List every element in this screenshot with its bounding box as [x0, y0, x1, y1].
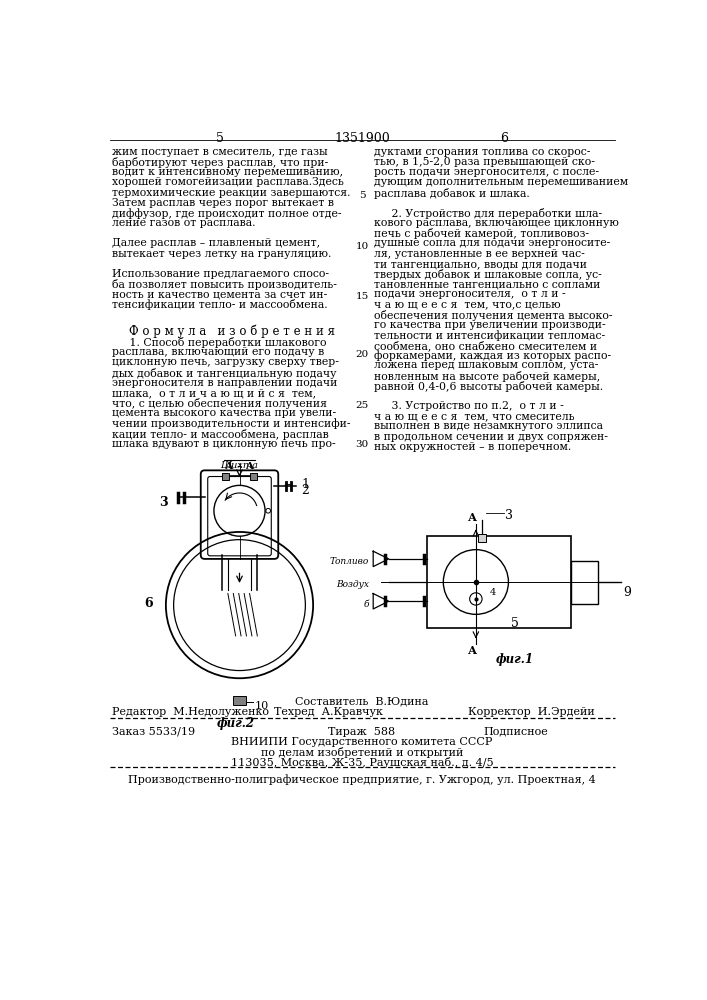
Text: 4: 4 [490, 588, 496, 597]
Text: Производственно-полиграфическое предприятие, г. Ужгород, ул. Проектная, 4: Производственно-полиграфическое предприя… [128, 774, 596, 785]
Text: ВНИИПИ Государственного комитета СССР: ВНИИПИ Государственного комитета СССР [231, 737, 493, 747]
Bar [223, 473, 228, 480]
Text: 2: 2 [301, 484, 310, 497]
Bar [571, 561, 598, 604]
Text: твердых добавок и шлаковые сопла, ус-: твердых добавок и шлаковые сопла, ус- [373, 269, 602, 280]
Text: рость подачи энергоносителя, с после-: рость подачи энергоносителя, с после- [373, 167, 599, 177]
Text: 15: 15 [356, 292, 368, 301]
Text: 20: 20 [356, 350, 368, 359]
Text: 3: 3 [506, 509, 513, 522]
Text: кации тепло- и массообмена, расплав: кации тепло- и массообмена, расплав [112, 429, 328, 440]
Text: душные сопла для подачи энергоносите-: душные сопла для подачи энергоносите- [373, 238, 610, 248]
Text: диффузор, где происходит полное отде-: диффузор, где происходит полное отде- [112, 208, 341, 219]
Text: 25: 25 [356, 401, 368, 410]
Text: тью, в 1,5-2,0 раза превышающей ско-: тью, в 1,5-2,0 раза превышающей ско- [373, 157, 595, 167]
Bar [478, 534, 486, 542]
Text: Корректор  И.Эрдейи: Корректор И.Эрдейи [468, 707, 595, 717]
Text: Подписное: Подписное [484, 727, 549, 737]
Text: шлака,  о т л и ч а ю щ и й с я  тем,: шлака, о т л и ч а ю щ и й с я тем, [112, 388, 316, 398]
Text: ба позволяет повысить производитель-: ба позволяет повысить производитель- [112, 279, 337, 290]
Text: ти тангенциально, вводы для подачи: ти тангенциально, вводы для подачи [373, 259, 587, 269]
Text: 10: 10 [255, 701, 269, 711]
Text: водит к интенсивному перемешиванию,: водит к интенсивному перемешиванию, [112, 167, 343, 177]
Text: 6: 6 [501, 132, 508, 145]
Text: 2. Устройство для переработки шла-: 2. Устройство для переработки шла- [373, 208, 602, 219]
Text: 5: 5 [510, 617, 518, 630]
Text: 30: 30 [356, 440, 368, 449]
Text: форкамерами, каждая из которых распо-: форкамерами, каждая из которых распо- [373, 350, 611, 361]
Text: дующим дополнительным перемешиванием: дующим дополнительным перемешиванием [373, 177, 628, 187]
Text: чении производительности и интенсифи-: чении производительности и интенсифи- [112, 418, 350, 429]
Text: равной 0,4-0,6 высоты рабочей камеры.: равной 0,4-0,6 высоты рабочей камеры. [373, 381, 602, 392]
Text: 3: 3 [159, 496, 168, 509]
Text: подачи энергоносителя,  о т л и -: подачи энергоносителя, о т л и - [373, 289, 565, 299]
Text: расплава добавок и шлака.: расплава добавок и шлака. [373, 188, 530, 199]
Text: Техред  А.Кравчук: Техред А.Кравчук [274, 707, 383, 717]
Text: тановленные тангенциально с соплами: тановленные тангенциально с соплами [373, 279, 600, 289]
Text: Шихта: Шихта [221, 461, 259, 470]
Text: ность и качество цемента за счет ин-: ность и качество цемента за счет ин- [112, 289, 327, 299]
Text: выполнен в виде незамкнутого эллипса: выполнен в виде незамкнутого эллипса [373, 421, 602, 431]
Text: Редактор  М.Недолуженко: Редактор М.Недолуженко [112, 707, 269, 717]
Text: тельности и интенсификации тепломас-: тельности и интенсификации тепломас- [373, 330, 604, 341]
Text: Составитель  В.Юдина: Составитель В.Юдина [296, 696, 428, 706]
Text: Топливо: Топливо [330, 557, 369, 566]
Text: 10: 10 [356, 242, 368, 251]
Text: 1: 1 [301, 478, 310, 491]
Text: энергоносителя в направлении подачи: энергоносителя в направлении подачи [112, 378, 337, 388]
Text: кового расплава, включающее циклонную: кового расплава, включающее циклонную [373, 218, 619, 228]
Text: Использование предлагаемого спосо-: Использование предлагаемого спосо- [112, 269, 329, 279]
Text: ление газов от расплава.: ление газов от расплава. [112, 218, 255, 228]
Text: дых добавок и тангенциальную подачу: дых добавок и тангенциальную подачу [112, 368, 336, 379]
Text: обеспечения получения цемента высоко-: обеспечения получения цемента высоко- [373, 310, 612, 321]
Text: А – А: А – А [225, 462, 255, 471]
Text: Тираж  588: Тираж 588 [328, 727, 395, 737]
Text: Заказ 5533/19: Заказ 5533/19 [112, 727, 194, 737]
Text: 5: 5 [216, 132, 224, 145]
Text: 1. Способ переработки шлакового: 1. Способ переработки шлакового [112, 337, 326, 348]
Text: фиг.1: фиг.1 [496, 653, 534, 666]
Text: 6: 6 [144, 597, 153, 610]
Text: хорошей гомогейизации расплава.Здесь: хорошей гомогейизации расплава.Здесь [112, 177, 344, 187]
Text: А: А [467, 512, 477, 523]
Text: по делам изобретений и открытий: по делам изобретений и открытий [261, 747, 463, 758]
Text: печь с рабочей камерой, топливовоз-: печь с рабочей камерой, топливовоз- [373, 228, 588, 239]
Text: тенсификации тепло- и массообмена.: тенсификации тепло- и массообмена. [112, 299, 327, 310]
Text: ч а ю щ е е с я  тем, что смеситель: ч а ю щ е е с я тем, что смеситель [373, 411, 574, 421]
Text: ных окружностей – в поперечном.: ных окружностей – в поперечном. [373, 442, 571, 452]
Text: ложена перед шлаковым соплом, уста-: ложена перед шлаковым соплом, уста- [373, 360, 598, 370]
Text: фиг.2: фиг.2 [216, 717, 255, 730]
Text: термохимические реакции завершаются.: термохимические реакции завершаются. [112, 188, 350, 198]
Text: Ф о р м у л а   и з о б р е т е н и я: Ф о р м у л а и з о б р е т е н и я [129, 325, 334, 338]
Text: Далее расплав – плавленый цемент,: Далее расплав – плавленый цемент, [112, 238, 320, 248]
Text: Затем расплав через порог вытекает в: Затем расплав через порог вытекает в [112, 198, 334, 208]
Bar [233, 696, 247, 705]
Text: 5: 5 [358, 191, 366, 200]
Text: что, с целью обеспечения получения: что, с целью обеспечения получения [112, 398, 327, 409]
Text: 113035, Москва, Ж-35, Раушская наб., д. 4/5: 113035, Москва, Ж-35, Раушская наб., д. … [230, 757, 493, 768]
Text: новленным на высоте рабочей камеры,: новленным на высоте рабочей камеры, [373, 371, 600, 382]
Text: ч а ю щ е е с я  тем, что,с целью: ч а ю щ е е с я тем, что,с целью [373, 299, 560, 309]
Bar [428, 536, 571, 628]
Text: вытекает через летку на грануляцию.: вытекает через летку на грануляцию. [112, 249, 331, 259]
Text: 9: 9 [624, 586, 631, 599]
Bar [250, 473, 257, 480]
Text: 3. Устройство по п.2,  о т л и -: 3. Устройство по п.2, о т л и - [373, 401, 563, 411]
Text: го качества при увеличении производи-: го качества при увеличении производи- [373, 320, 605, 330]
Text: цемента высокого качества при увели-: цемента высокого качества при увели- [112, 408, 336, 418]
Text: барботируют через расплав, что при-: барботируют через расплав, что при- [112, 157, 328, 168]
Text: дуктами сгорания топлива со скорос-: дуктами сгорания топлива со скорос- [373, 147, 590, 157]
Text: сообмена, оно снабжено смесителем и: сообмена, оно снабжено смесителем и [373, 340, 597, 351]
Text: шлака вдувают в циклонную печь про-: шлака вдувают в циклонную печь про- [112, 439, 335, 449]
Text: б: б [364, 600, 369, 609]
Text: ля, установленные в ее верхней час-: ля, установленные в ее верхней час- [373, 249, 584, 259]
Text: А: А [467, 645, 477, 656]
Text: 1351900: 1351900 [334, 132, 390, 145]
Text: в продольном сечении и двух сопряжен-: в продольном сечении и двух сопряжен- [373, 432, 607, 442]
Text: Воздух: Воздух [337, 580, 369, 589]
Text: расплава, включающий его подачу в: расплава, включающий его подачу в [112, 347, 324, 357]
Text: циклонную печь, загрузку сверху твер-: циклонную печь, загрузку сверху твер- [112, 357, 339, 367]
Text: жим поступает в смеситель, где газы: жим поступает в смеситель, где газы [112, 147, 327, 157]
